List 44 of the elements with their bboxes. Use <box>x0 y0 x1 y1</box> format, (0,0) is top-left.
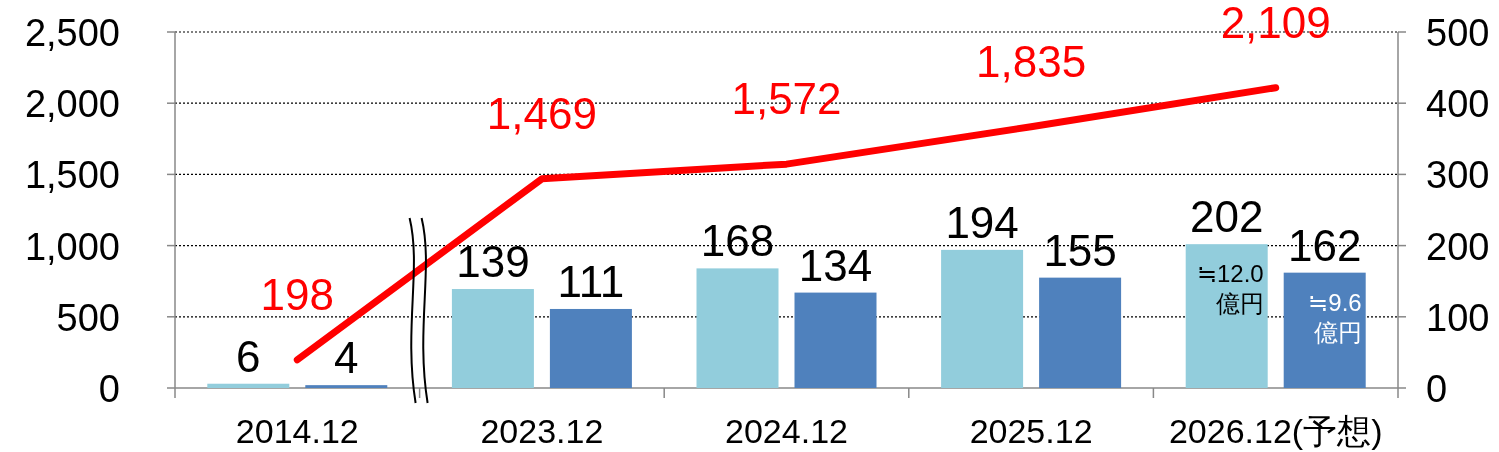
data-label: 6 <box>236 331 261 381</box>
data-label: 139 <box>456 237 530 287</box>
data-label: 155 <box>1043 225 1117 275</box>
bar <box>1283 272 1366 388</box>
y2-tick-label: 300 <box>1426 154 1490 197</box>
y2-tick-label: 200 <box>1426 225 1490 268</box>
bar <box>941 249 1024 388</box>
bar <box>794 292 877 388</box>
data-label: 162 <box>1287 220 1362 270</box>
x-tick-label: 2014.12 <box>235 412 359 450</box>
bar <box>1039 277 1122 388</box>
y-tick-label: 2,500 <box>24 12 120 54</box>
y-tick-label: 0 <box>98 368 120 410</box>
data-label: 4 <box>334 333 359 383</box>
annotation: ≒9.6 億円 <box>1308 288 1362 346</box>
data-label: 134 <box>798 240 873 290</box>
y-tick-label: 2,000 <box>24 83 120 126</box>
annotation: ≒12.0 億円 <box>1196 260 1264 318</box>
bar <box>696 268 779 388</box>
data-label: 1,835 <box>976 36 1087 86</box>
x-tick-label: 2023.12 <box>480 412 604 450</box>
x-tick-label: 2024.12 <box>725 412 848 450</box>
y-tick-label: 1,500 <box>24 154 120 197</box>
bar <box>451 289 534 388</box>
x-tick-label: 2026.12(予想) <box>1168 412 1383 450</box>
bar <box>207 383 290 388</box>
data-label: 202 <box>1189 192 1264 242</box>
data-label: 194 <box>945 197 1019 247</box>
y-tick-label: 1,000 <box>24 225 120 268</box>
bar <box>549 308 632 388</box>
data-label: 1,469 <box>486 88 597 138</box>
data-label: 111 <box>557 256 625 306</box>
y2-tick-label: 400 <box>1426 83 1490 126</box>
data-label: 1,572 <box>731 74 842 124</box>
y2-tick-label: 100 <box>1426 296 1490 339</box>
y2-tick-label: 500 <box>1426 12 1490 54</box>
bar <box>305 385 388 388</box>
data-label: 168 <box>700 216 775 266</box>
x-tick-label: 2025.12 <box>969 412 1093 450</box>
data-label: 2,109 <box>1220 0 1331 47</box>
data-label: 198 <box>260 269 335 319</box>
y2-tick-label: 0 <box>1426 368 1448 410</box>
bar <box>1185 244 1268 388</box>
y-tick-label: 500 <box>56 296 120 339</box>
